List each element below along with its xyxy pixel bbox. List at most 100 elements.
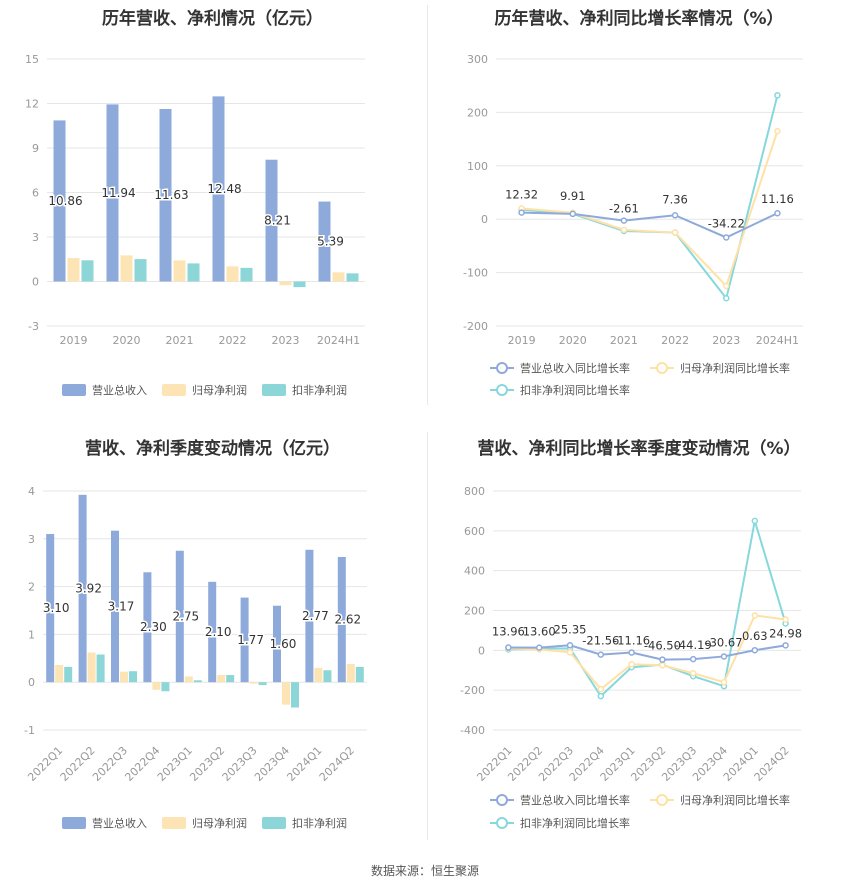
- y-tick-label: 3: [32, 231, 39, 244]
- data-label: 1.60: [270, 637, 297, 651]
- point-0: [751, 646, 759, 654]
- bar-2: [258, 682, 267, 686]
- data-label: 7.36: [662, 192, 688, 206]
- point-2: [774, 92, 781, 99]
- data-label: 5.39: [317, 235, 344, 249]
- legend-marker: [162, 384, 186, 396]
- bar-1: [184, 676, 193, 683]
- point-1: [597, 685, 605, 693]
- data-label: 2.62: [334, 613, 361, 627]
- y-tick-label: 300: [467, 53, 488, 66]
- y-tick-label: 15: [25, 53, 39, 66]
- data-label: 10.86: [48, 194, 82, 208]
- legend-label: 归母净利润同比增长率: [680, 793, 790, 807]
- bar-0: [212, 96, 225, 282]
- data-label: 13.96: [492, 625, 525, 639]
- y-tick-label: 0: [28, 676, 35, 689]
- x-tick-label: 2024H1: [317, 334, 360, 347]
- y-tick-label: 400: [464, 565, 485, 578]
- point-2: [597, 692, 605, 700]
- point-1: [659, 662, 666, 669]
- x-tick-label: 2023: [272, 334, 300, 347]
- annual-revenue-profit-panel: 历年营收、净利情况（亿元） -3 0 3 6 9 12 15 2019 2020 2021 2022…: [0, 0, 425, 415]
- data-label: 24.98: [769, 626, 802, 640]
- series-line-0: [508, 644, 786, 661]
- bar-0: [305, 549, 314, 683]
- y-tick-label: -100: [463, 267, 488, 280]
- point-0: [720, 653, 728, 660]
- x-tick-label: 2023: [712, 334, 740, 347]
- bar-2: [161, 682, 170, 692]
- bar-1: [173, 260, 186, 282]
- point-0: [566, 642, 574, 649]
- point-0: [569, 210, 576, 218]
- x-tick-label: 2022Q3: [90, 744, 130, 784]
- bar-1: [346, 664, 355, 683]
- legend-label: 营业总收入同比增长率: [520, 793, 630, 807]
- data-label: 9.91: [560, 189, 586, 203]
- divider-bottom: [427, 432, 428, 840]
- x-tick-label: 2021: [610, 334, 638, 347]
- y-tick-label: 4: [28, 485, 35, 498]
- x-tick-label: 2020: [113, 334, 141, 347]
- x-tick-label: 2023Q4: [252, 744, 292, 784]
- legend-marker: [62, 817, 86, 829]
- bar-2: [64, 666, 73, 683]
- legend-marker-dot: [496, 362, 508, 374]
- x-tick-label: 2019: [508, 334, 536, 347]
- bar-1: [279, 281, 292, 286]
- data-label: 8.21: [264, 214, 291, 228]
- point-1: [774, 127, 781, 135]
- bar-0: [318, 201, 331, 282]
- bar-0: [106, 104, 119, 282]
- bar-0: [53, 120, 66, 282]
- x-tick-label: 2020: [559, 334, 587, 347]
- data-label: 25.35: [554, 622, 587, 636]
- point-1: [628, 661, 635, 668]
- bar-1: [282, 682, 290, 705]
- bar-0: [240, 597, 249, 683]
- data-label: 11.16: [761, 192, 794, 206]
- point-0: [597, 651, 605, 658]
- bar-1: [120, 671, 128, 683]
- data-label: 2.77: [302, 609, 329, 623]
- legend-label: 扣非净利润同比增长率: [520, 383, 630, 397]
- x-tick-label: 2022Q4: [122, 744, 162, 784]
- y-tick-label: 3: [28, 533, 35, 546]
- x-tick-label: 2019: [60, 334, 88, 347]
- point-1: [751, 612, 759, 619]
- y-tick-label: 0: [478, 644, 485, 657]
- legend-label: 扣非净利润同比增长率: [520, 816, 630, 830]
- bar-2: [193, 680, 202, 683]
- data-label: -46.50: [644, 639, 681, 653]
- legend-label: 扣非净利润: [292, 383, 347, 397]
- legend-marker-dot: [496, 817, 508, 829]
- bar-2: [129, 671, 137, 683]
- point-0: [620, 217, 628, 224]
- data-label: 2.75: [172, 609, 199, 623]
- data-source: 数据来源：恒生聚源: [370, 864, 479, 878]
- data-label: 12.48: [207, 182, 241, 196]
- y-tick-label: 600: [464, 525, 485, 538]
- point-1: [620, 226, 628, 234]
- legend-marker-dot: [656, 794, 668, 806]
- x-tick-label: 2024Q2: [317, 744, 357, 784]
- series-line-0: [521, 211, 778, 239]
- legend-marker-dot: [656, 362, 668, 374]
- bar-0: [273, 605, 281, 683]
- point-0: [535, 644, 543, 651]
- bar-1: [87, 652, 96, 683]
- bar-2: [226, 675, 235, 683]
- divider-top: [427, 5, 428, 405]
- data-label: 3.10: [43, 601, 70, 615]
- annual-bar-chart: -3 0 3 6 9 12 15 2019 2020 2021 2022 2023 2024H1 10.8…: [25, 53, 365, 397]
- bar-2: [323, 670, 332, 683]
- series-line-1: [521, 130, 779, 288]
- bar-1: [152, 682, 161, 690]
- data-label: 0.63: [742, 629, 768, 643]
- series-line-1: [508, 614, 786, 691]
- quarterly-growth-panel: 营收、净利同比增长率季度变动情况（%） -400 -200 0 200 400 600 80…: [428, 428, 850, 853]
- y-tick-label: 800: [464, 485, 485, 498]
- bar-1: [217, 675, 226, 683]
- chart-title: 营收、净利同比增长率季度变动情况（%）: [477, 439, 801, 459]
